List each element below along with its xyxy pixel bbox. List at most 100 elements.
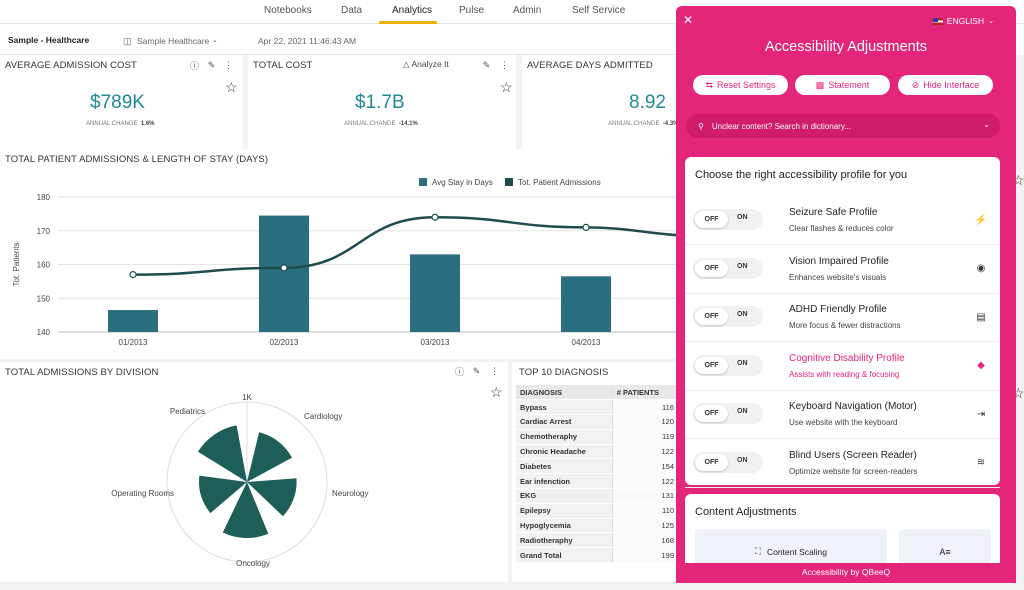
toggle-off[interactable]: OFF xyxy=(695,405,728,422)
tab-analytics[interactable]: Analytics xyxy=(392,5,433,16)
diagnosis-name: Ear infenction xyxy=(516,473,613,490)
toggle-on[interactable]: ON xyxy=(737,262,748,270)
polar-slice xyxy=(197,425,247,482)
toggle-off[interactable]: OFF xyxy=(695,308,728,325)
legend-swatch xyxy=(505,178,513,186)
kpi-card-days-admitted: AVERAGE DAYS ADMITTED 8.92 ANNUAL CHANGE… xyxy=(522,55,680,149)
table-row: Bypass 116 xyxy=(516,399,678,416)
favorite-star-icon[interactable]: ☆ xyxy=(500,79,513,95)
info-icon[interactable]: ⓘ xyxy=(454,367,464,377)
close-icon[interactable]: ✕ xyxy=(683,13,694,27)
edit-icon[interactable]: ✎ xyxy=(472,366,481,376)
patient-count: 199 xyxy=(611,547,678,564)
y-axis-label: Tot. Patients xyxy=(12,242,21,286)
search-icon: ⚲ xyxy=(698,121,704,131)
tab-notebooks[interactable]: Notebooks xyxy=(264,5,312,16)
chevron-down-icon[interactable]: ⌄ xyxy=(212,37,218,44)
toggle-on[interactable]: ON xyxy=(737,214,748,221)
diagnosis-name: Radiotheraphy xyxy=(516,532,613,549)
arrow-bar-icon: ⇥ xyxy=(976,408,986,420)
diagnosis-name: Hypoglycemia xyxy=(516,518,613,534)
patient-count: 110 xyxy=(611,503,678,519)
profile-toggle[interactable]: OFF ON xyxy=(693,306,763,327)
more-menu-icon[interactable]: ⋮ xyxy=(224,60,233,70)
analyze-it-button[interactable]: △ Analyze It xyxy=(403,59,449,69)
table-row: Chronic Headache 122 xyxy=(516,444,678,460)
font-icon: A≡ xyxy=(939,546,951,557)
table-row: Chemotheraphy 119 xyxy=(516,429,678,445)
bar xyxy=(259,215,309,332)
favorite-star-icon[interactable]: ☆ xyxy=(225,79,238,95)
toggle-on[interactable]: ON xyxy=(737,456,748,464)
toggle-off[interactable]: OFF xyxy=(695,453,728,471)
kpi-change: ANNUAL CHANGE -4.3% xyxy=(608,121,679,127)
line-series xyxy=(132,215,680,276)
favorite-star-icon[interactable]: ☆ xyxy=(490,384,503,400)
profile-description: Assists with reading & focusing xyxy=(789,369,900,379)
kpi-value: $789K xyxy=(90,92,145,113)
dictionary-search-input[interactable]: ⚲ Unclear content? Search in dictionary.… xyxy=(686,114,1000,138)
profile-title: Blind Users (Screen Reader) xyxy=(789,449,917,461)
eye-off-icon: ⊘ xyxy=(911,79,920,90)
toggle-on[interactable]: ON xyxy=(737,359,748,367)
us-flag-icon xyxy=(932,17,943,25)
toggle-off[interactable]: OFF xyxy=(695,211,728,228)
diagnosis-name: Bypass xyxy=(516,399,613,416)
profile-title: Cognitive Disability Profile xyxy=(789,352,905,364)
diagnosis-name: Cardiac Arrest xyxy=(516,414,613,430)
line-point xyxy=(431,213,439,221)
polar-slice xyxy=(247,432,293,482)
hide-interface-button[interactable]: ⊘ Hide Interface xyxy=(898,75,993,95)
slice-label: Pediatrics xyxy=(170,407,205,416)
diagnosis-name: Grand Total xyxy=(516,547,613,564)
profile-description: More focus & fewer distractions xyxy=(789,321,901,330)
kpi-change: ANNUAL CHANGE -14.1% xyxy=(344,121,418,127)
toggle-off[interactable]: OFF xyxy=(695,356,728,374)
edit-icon[interactable]: ✎ xyxy=(207,60,216,70)
toggle-on[interactable]: ON xyxy=(737,408,748,415)
profile-description: Clear flashes & reduces color xyxy=(789,224,894,233)
more-menu-icon[interactable]: ⋮ xyxy=(490,366,499,376)
toggle-off[interactable]: OFF xyxy=(695,259,728,277)
profile-row: OFF ON Blind Users (Screen Reader) Optimize… xyxy=(685,440,1000,488)
tab-admin[interactable]: Admin xyxy=(513,5,542,16)
tab-pulse[interactable]: Pulse xyxy=(459,5,485,16)
column-header-diagnosis[interactable]: DIAGNOSIS xyxy=(516,385,613,401)
toggle-on[interactable]: ON xyxy=(737,311,748,318)
diagnosis-name: Chemotheraphy xyxy=(516,429,613,445)
x-tick-label: 03/2013 xyxy=(421,338,450,347)
profile-toggle[interactable]: OFF ON xyxy=(693,451,763,473)
profile-toggle[interactable]: OFF ON xyxy=(693,209,763,230)
diamond-icon: ◆ xyxy=(977,360,985,371)
diagnosis-title: TOP 10 DIAGNOSIS xyxy=(519,367,609,378)
reset-icon: ⇆ xyxy=(705,79,713,90)
column-header-patients[interactable]: # PATIENTS xyxy=(611,385,678,401)
polar-max-label: 1K xyxy=(242,393,252,402)
profile-toggle[interactable]: OFF ON xyxy=(693,257,763,279)
patient-count: 168 xyxy=(611,532,678,549)
info-icon[interactable]: ⓘ xyxy=(189,61,199,71)
y-tick-label: 170 xyxy=(37,227,51,236)
statement-button[interactable]: ▩ Statement xyxy=(795,75,890,95)
lightning-icon: ⚡ xyxy=(974,214,988,226)
language-selector[interactable]: ENGLISH ⌄ xyxy=(932,16,994,26)
profile-title: Keyboard Navigation (Motor) xyxy=(789,401,917,412)
soundwave-icon: ≋ xyxy=(976,457,986,468)
reset-settings-button[interactable]: ⇆ Reset Settings xyxy=(693,75,788,95)
tab-data[interactable]: Data xyxy=(341,5,363,16)
more-menu-icon[interactable]: ⋮ xyxy=(500,60,509,70)
legend-label: Tot. Patient Admissions xyxy=(518,178,601,187)
edit-icon[interactable]: ✎ xyxy=(482,60,491,70)
table-row: Hypoglycemia 125 xyxy=(516,518,678,534)
profile-row: OFF ON Vision Impaired Profile Enhances web… xyxy=(685,246,1000,294)
kpi-title: AVERAGE ADMISSION COST xyxy=(5,60,137,71)
profile-toggle[interactable]: OFF ON xyxy=(693,403,763,424)
kpi-title: TOTAL COST xyxy=(253,60,313,71)
language-label: ENGLISH xyxy=(946,16,985,26)
datasource-selector[interactable]: Sample Healthcare xyxy=(137,36,210,46)
line-point xyxy=(129,271,137,279)
profile-toggle[interactable]: OFF ON xyxy=(693,354,763,376)
chevron-down-icon[interactable]: ⌄ xyxy=(983,120,990,129)
profile-description: Optimize website for screen-readers xyxy=(789,466,918,476)
tab-self-service[interactable]: Self Service xyxy=(572,5,626,16)
